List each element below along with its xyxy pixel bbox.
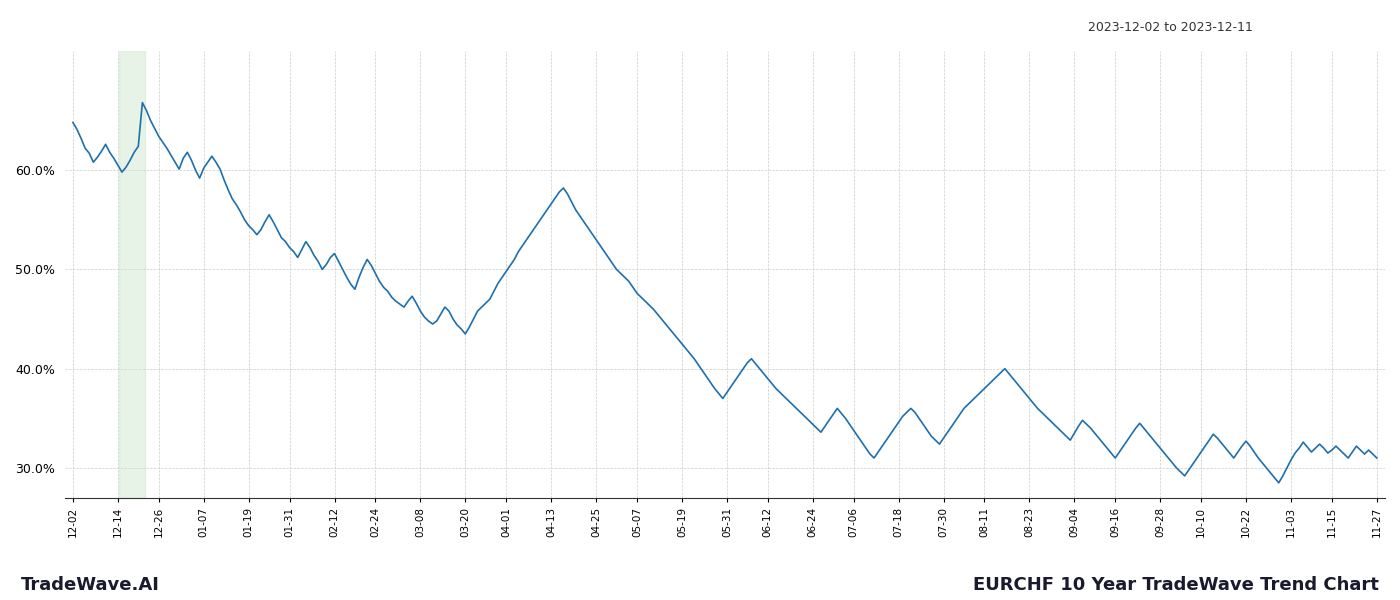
- Bar: [119, 51, 144, 498]
- Text: 2023-12-02 to 2023-12-11: 2023-12-02 to 2023-12-11: [1088, 21, 1253, 34]
- Text: EURCHF 10 Year TradeWave Trend Chart: EURCHF 10 Year TradeWave Trend Chart: [973, 576, 1379, 594]
- Text: TradeWave.AI: TradeWave.AI: [21, 576, 160, 594]
